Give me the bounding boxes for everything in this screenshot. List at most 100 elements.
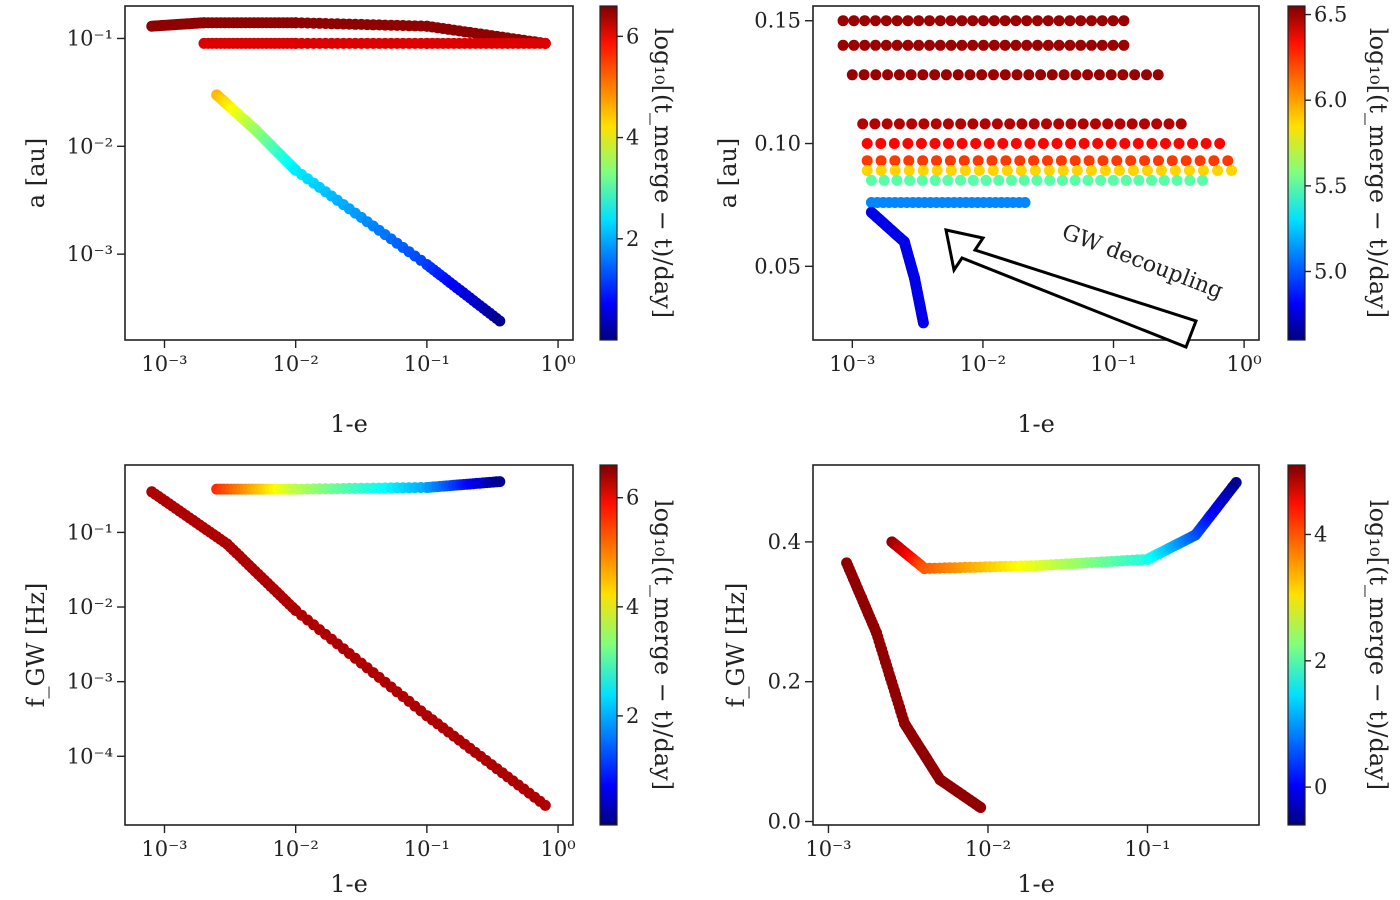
scatter-point: [1055, 155, 1067, 167]
scatter-point: [999, 15, 1011, 27]
scatter-point: [1113, 165, 1125, 176]
scatter-point: [846, 69, 858, 81]
scatter-point: [1077, 118, 1089, 130]
scatter-point: [1075, 39, 1087, 51]
scatter-point: [1105, 138, 1117, 149]
scatter-point: [1096, 15, 1108, 27]
scatter-point: [1069, 174, 1081, 186]
scatter-point: [1011, 69, 1023, 81]
scatter-point: [1095, 174, 1107, 186]
scatter-point: [988, 39, 1000, 51]
scatter-point: [1065, 118, 1077, 130]
scatter-point: [967, 15, 979, 27]
scatter-point: [1139, 155, 1151, 167]
p1-ylabel: a [au]: [22, 138, 50, 208]
p1-colorbar-ticks: 2 4 6: [617, 24, 639, 251]
scatter-point: [1096, 39, 1108, 51]
scatter-point: [1053, 15, 1065, 27]
scatter-point: [880, 15, 892, 27]
scatter-point: [1222, 155, 1234, 167]
scatter-point: [917, 165, 929, 176]
panel-bottom-left: 10⁻³ 10⁻² 10⁻¹ 10⁰ 10⁻¹ 10⁻² 10⁻³ 10⁻⁴ 1-e f_GW…: [22, 464, 677, 898]
scatter-point: [875, 165, 887, 176]
p3-colorbar: [599, 464, 618, 826]
scatter-point: [889, 155, 901, 167]
scatter-point: [917, 69, 929, 81]
scatter-point: [902, 15, 914, 27]
scatter-point: [987, 165, 999, 176]
y-tick-label: 10⁻³: [67, 670, 113, 694]
scatter-point: [1028, 118, 1040, 130]
scatter-point: [878, 174, 890, 186]
scatter-point: [1107, 174, 1119, 186]
annotation-arrow: [944, 228, 1198, 349]
scatter-point: [1069, 155, 1081, 167]
scatter-point: [881, 118, 893, 130]
scatter-point: [958, 155, 970, 167]
scatter-point: [1183, 165, 1195, 176]
scatter-point: [964, 69, 976, 81]
scatter-point: [955, 174, 966, 186]
scatter-point: [1141, 165, 1153, 176]
scatter-point: [967, 39, 979, 51]
scatter-point: [956, 138, 968, 149]
scatter-point: [913, 39, 925, 51]
scatter-point: [1118, 39, 1130, 51]
scatter-point: [983, 138, 995, 149]
p2-colorbar: [1287, 5, 1306, 341]
scatter-point: [1042, 15, 1054, 27]
scatter-point: [942, 118, 954, 130]
scatter-point: [942, 174, 954, 186]
y-tick-label: 10⁻¹: [67, 520, 113, 544]
scatter-point: [1125, 155, 1137, 167]
scatter-point: [861, 165, 873, 176]
scatter-point: [858, 69, 870, 81]
scatter-point: [893, 69, 905, 81]
scatter-point: [924, 39, 935, 51]
scatter-point: [1016, 118, 1028, 130]
scatter-point: [1035, 69, 1047, 81]
x-tick-label: 10⁻¹: [1124, 837, 1170, 861]
scatter-point: [1021, 15, 1033, 27]
scatter-point: [978, 15, 989, 27]
scatter-point: [980, 174, 992, 186]
scatter-point: [1102, 118, 1114, 130]
colorbar-tick-label: 2: [1314, 649, 1327, 673]
scatter-point: [837, 39, 849, 51]
scatter-point: [1105, 69, 1117, 81]
scatter-point: [1175, 118, 1187, 130]
scatter-point: [976, 69, 988, 81]
scatter-point: [988, 69, 999, 81]
scatter-point: [1044, 174, 1056, 186]
scatter-point: [1117, 69, 1129, 81]
scatter-point: [865, 174, 877, 186]
scatter-point: [1099, 165, 1111, 176]
y-tick-label: 0.4: [768, 530, 801, 554]
scatter-point: [1152, 69, 1164, 81]
scatter-point: [999, 39, 1011, 51]
scatter-point: [902, 39, 914, 51]
scatter-point: [1000, 155, 1012, 167]
scatter-point: [959, 165, 971, 176]
x-tick-label: 10⁰: [540, 352, 575, 376]
scatter-point: [1118, 15, 1130, 27]
y-tick-label: 0.2: [768, 670, 801, 694]
colorbar-tick-label: 2: [626, 704, 639, 728]
p3-xlabel: 1-e: [330, 870, 368, 898]
scatter-point: [1160, 138, 1171, 149]
scatter-point: [1212, 165, 1223, 176]
scatter-point: [1155, 165, 1167, 176]
scatter-point: [978, 39, 989, 51]
scatter-point: [1090, 118, 1101, 130]
scatter-point: [1200, 138, 1212, 149]
colorbar-tick-label: 6.5: [1314, 3, 1347, 27]
p1-colorbar-label: log₁₀[(t_merge − t)/day]: [649, 28, 677, 318]
scatter-point: [1163, 118, 1175, 130]
scatter-point: [952, 69, 964, 81]
scatter-point: [931, 155, 942, 167]
p1-xlabel: 1-e: [330, 410, 368, 438]
x-tick-label: 10⁻¹: [404, 837, 450, 861]
y-tick-label: 10⁻¹: [67, 26, 113, 50]
scatter-point: [882, 69, 894, 81]
